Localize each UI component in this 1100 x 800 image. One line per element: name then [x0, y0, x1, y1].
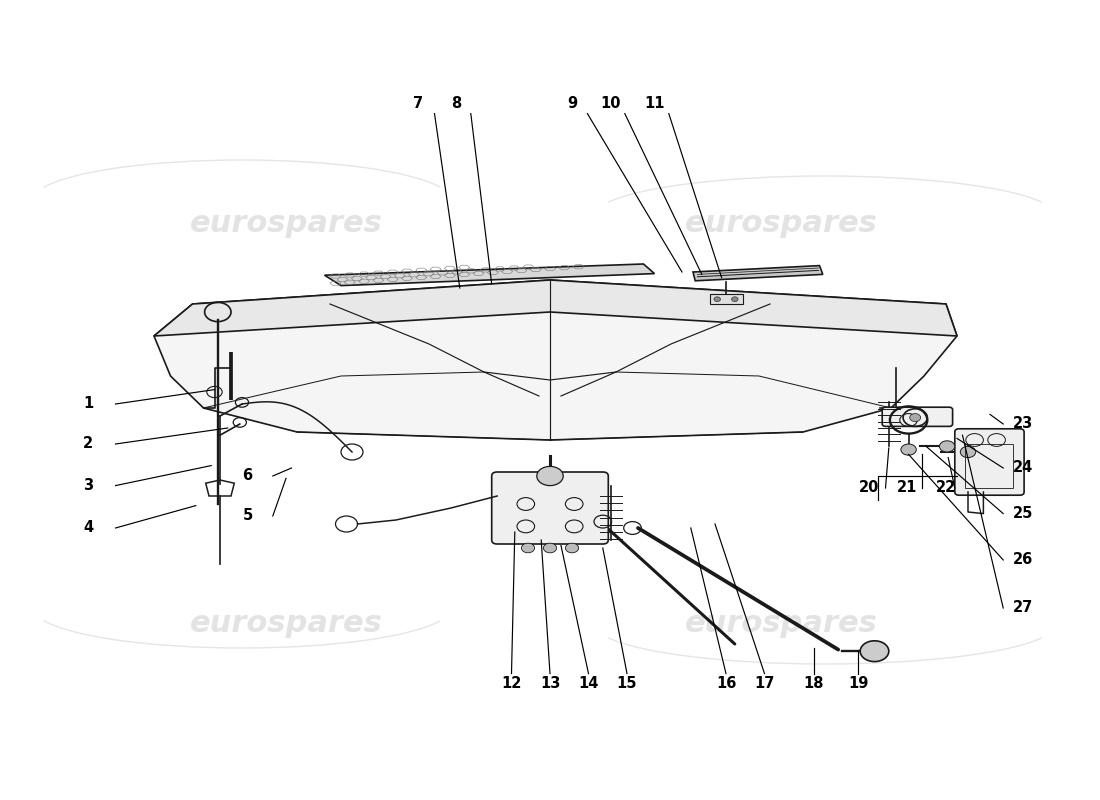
Text: 21: 21	[898, 481, 917, 495]
Circle shape	[565, 543, 579, 553]
Circle shape	[714, 297, 720, 302]
Text: 24: 24	[1013, 461, 1033, 475]
FancyBboxPatch shape	[882, 407, 953, 426]
Text: 25: 25	[1013, 506, 1033, 521]
Polygon shape	[154, 280, 957, 440]
Text: 8: 8	[451, 97, 462, 111]
Text: 17: 17	[755, 677, 774, 691]
Circle shape	[901, 444, 916, 455]
Text: 7: 7	[412, 97, 424, 111]
Text: 26: 26	[1013, 553, 1033, 567]
Text: 12: 12	[502, 677, 521, 691]
Text: eurospares: eurospares	[189, 610, 383, 638]
Text: 5: 5	[242, 509, 253, 523]
Text: 16: 16	[716, 677, 736, 691]
FancyBboxPatch shape	[492, 472, 608, 544]
Text: 4: 4	[82, 521, 94, 535]
Text: 14: 14	[579, 677, 598, 691]
Text: 9: 9	[566, 97, 578, 111]
Text: eurospares: eurospares	[684, 610, 878, 638]
Circle shape	[537, 466, 563, 486]
Polygon shape	[324, 264, 654, 286]
Text: eurospares: eurospares	[189, 210, 383, 238]
Text: 1: 1	[82, 397, 94, 411]
Text: 11: 11	[645, 97, 664, 111]
Circle shape	[860, 641, 889, 662]
Text: 2: 2	[82, 437, 94, 451]
Circle shape	[521, 543, 535, 553]
Circle shape	[543, 543, 557, 553]
Circle shape	[910, 414, 921, 422]
Circle shape	[732, 297, 738, 302]
Text: eurospares: eurospares	[684, 210, 878, 238]
Polygon shape	[154, 280, 957, 336]
Text: 15: 15	[617, 677, 637, 691]
Circle shape	[939, 441, 955, 452]
Text: 20: 20	[859, 481, 879, 495]
FancyBboxPatch shape	[955, 429, 1024, 495]
Text: 13: 13	[540, 677, 560, 691]
Text: 22: 22	[936, 481, 956, 495]
Circle shape	[960, 446, 976, 458]
Polygon shape	[693, 266, 823, 281]
Text: 18: 18	[804, 677, 824, 691]
Text: 19: 19	[848, 677, 868, 691]
Text: 10: 10	[601, 97, 620, 111]
Text: 23: 23	[1013, 417, 1033, 431]
FancyBboxPatch shape	[710, 294, 742, 304]
Text: 6: 6	[242, 469, 253, 483]
Text: 3: 3	[82, 478, 94, 493]
Text: 27: 27	[1013, 601, 1033, 615]
